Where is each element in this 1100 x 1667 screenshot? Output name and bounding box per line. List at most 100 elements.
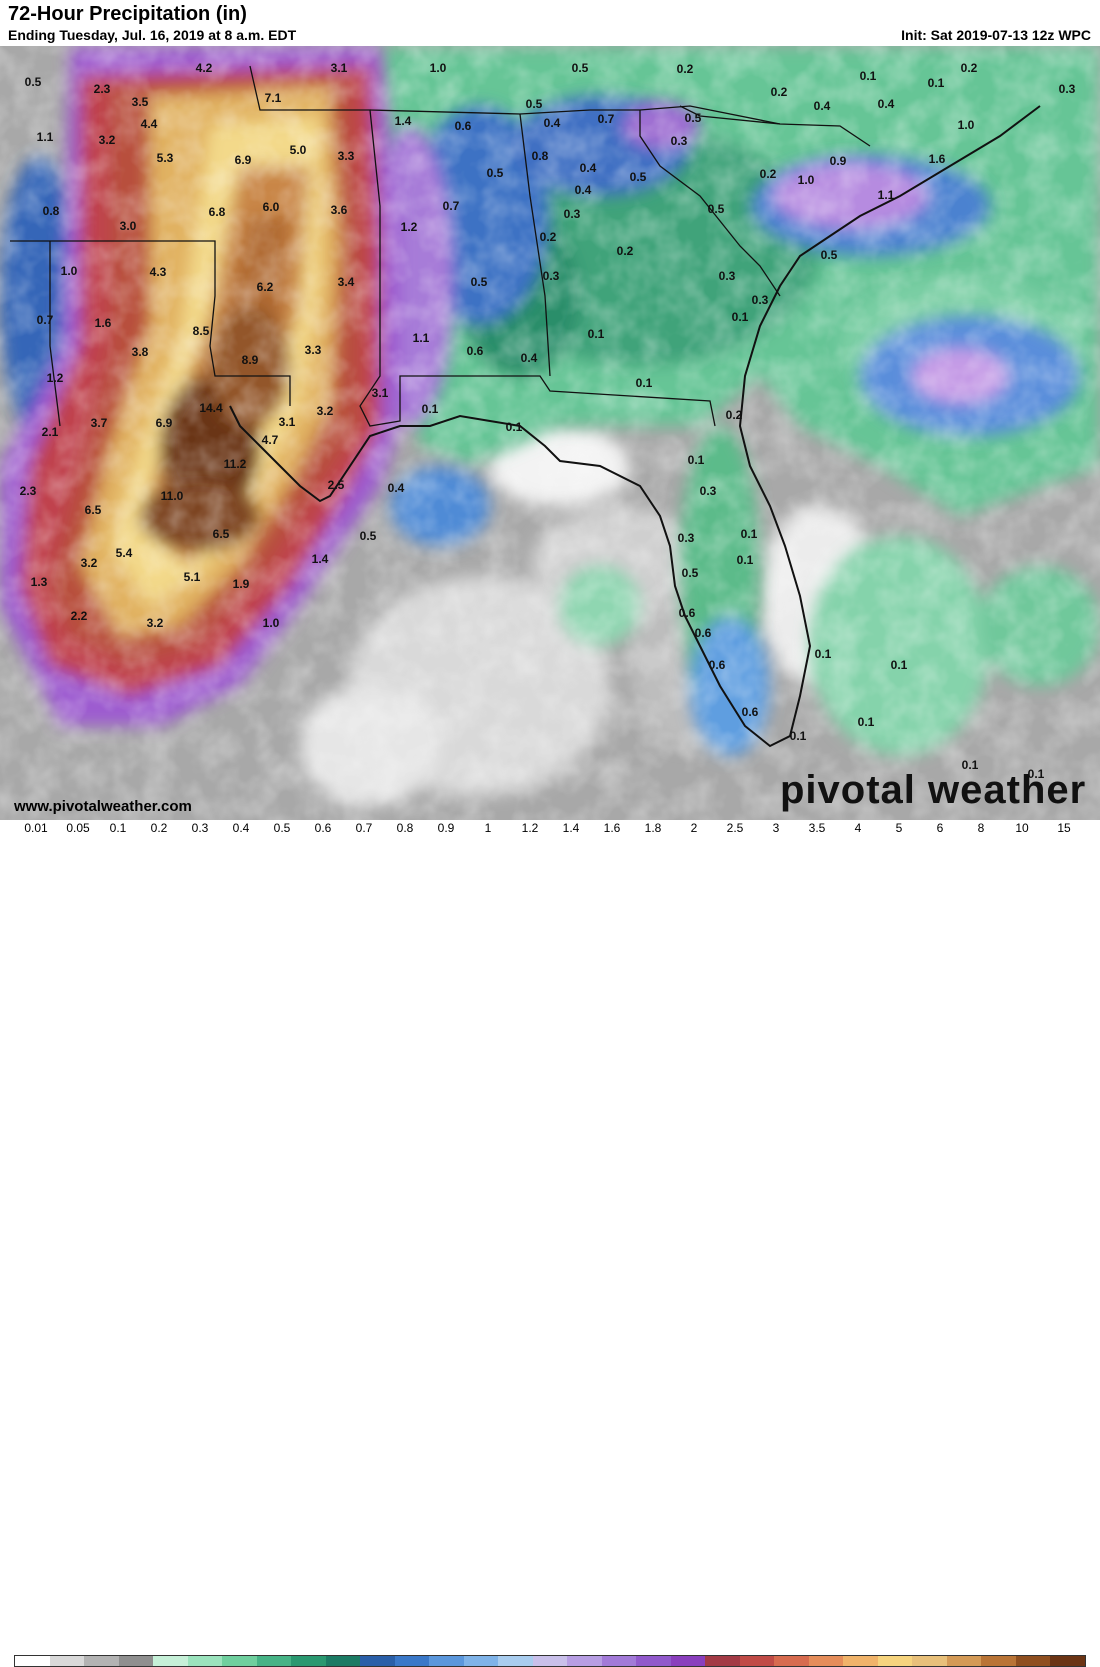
legend-tick-label: 15 bbox=[1057, 821, 1071, 835]
precip-value-label: 3.8 bbox=[132, 345, 149, 359]
precip-value-label: 0.1 bbox=[636, 376, 653, 390]
precip-value-label: 1.0 bbox=[958, 118, 975, 132]
precip-value-label: 6.9 bbox=[235, 153, 252, 167]
precip-value-label: 3.2 bbox=[99, 133, 116, 147]
precip-value-label: 0.5 bbox=[25, 75, 42, 89]
precip-value-label: 1.0 bbox=[430, 61, 447, 75]
legend-tick-label: 0.5 bbox=[273, 821, 291, 835]
legend-swatch bbox=[636, 1656, 671, 1666]
precip-value-label: 1.2 bbox=[47, 371, 64, 385]
precip-value-label: 0.1 bbox=[860, 69, 877, 83]
precip-value-label: 3.4 bbox=[338, 275, 355, 289]
legend-tick-label: 1.4 bbox=[562, 821, 580, 835]
legend-swatch bbox=[325, 1656, 361, 1666]
precip-value-label: 4.4 bbox=[141, 117, 158, 131]
precip-value-label: 2.3 bbox=[94, 82, 111, 96]
legend-swatch bbox=[429, 1656, 464, 1666]
precip-value-label: 3.1 bbox=[331, 61, 348, 75]
legend-swatch bbox=[670, 1656, 706, 1666]
precip-value-label: 8.5 bbox=[193, 324, 210, 338]
precip-value-label: 0.2 bbox=[760, 167, 777, 181]
precip-value-label: 5.1 bbox=[184, 570, 201, 584]
precip-value-label: 0.6 bbox=[679, 606, 696, 620]
legend-swatch bbox=[222, 1656, 257, 1666]
precip-value-label: 1.1 bbox=[37, 130, 54, 144]
legend-tick-label: 0.1 bbox=[109, 821, 127, 835]
precip-value-labels: 0.5 2.3 4.2 3.1 1.0 0.5 0.2 0.1 0.2 0.3 1.1 3.5 4.4 3… bbox=[20, 61, 1076, 781]
precip-value-label: 0.2 bbox=[726, 408, 743, 422]
precip-texture bbox=[0, 46, 1100, 820]
legend-tick-label: 0.2 bbox=[150, 821, 168, 835]
precip-value-label: 0.1 bbox=[588, 327, 605, 341]
precip-value-label: 0.1 bbox=[891, 658, 908, 672]
legend-swatch bbox=[877, 1656, 913, 1666]
precip-value-label: 0.4 bbox=[575, 183, 592, 197]
legend-tick-label: 1 bbox=[484, 821, 492, 835]
legend-tick-label: 1.6 bbox=[603, 821, 621, 835]
map-canvas: 0.5 2.3 4.2 3.1 1.0 0.5 0.2 0.1 0.2 0.3 1.1 3.5 4.4 3… bbox=[0, 46, 1100, 820]
precip-value-label: 0.6 bbox=[455, 119, 472, 133]
precip-value-label: 1.9 bbox=[233, 577, 250, 591]
precip-value-label: 14.4 bbox=[199, 401, 223, 415]
precip-value-label: 0.7 bbox=[37, 313, 54, 327]
legend-swatch bbox=[360, 1656, 395, 1666]
precip-value-label: 2.5 bbox=[328, 478, 345, 492]
legend-swatch bbox=[808, 1656, 844, 1666]
legend-swatch bbox=[498, 1656, 533, 1666]
precip-value-label: 0.3 bbox=[671, 134, 688, 148]
precip-value-label: 0.1 bbox=[1028, 767, 1045, 781]
legend-tick-label: 6 bbox=[936, 821, 944, 835]
precip-value-label: 0.3 bbox=[564, 207, 581, 221]
legend-tick-label: 8 bbox=[977, 821, 985, 835]
site-url[interactable]: www.pivotalweather.com bbox=[14, 798, 192, 815]
legend-swatch bbox=[1050, 1656, 1085, 1666]
precip-value-label: 3.2 bbox=[81, 556, 98, 570]
precip-value-label: 5.0 bbox=[290, 143, 307, 157]
precip-value-label: 0.4 bbox=[521, 351, 538, 365]
legend-swatch bbox=[118, 1656, 154, 1666]
precip-value-label: 1.3 bbox=[31, 575, 48, 589]
precip-value-label: 0.5 bbox=[526, 97, 543, 111]
precip-value-label: 1.0 bbox=[263, 616, 280, 630]
map-title: 72-Hour Precipitation (in) bbox=[8, 3, 247, 25]
precip-value-label: 8.9 bbox=[242, 353, 259, 367]
precip-value-label: 0.5 bbox=[572, 61, 589, 75]
legend-swatch bbox=[981, 1656, 1016, 1666]
legend-tick-label: 0.01 bbox=[24, 821, 48, 835]
precip-value-label: 0.6 bbox=[709, 658, 726, 672]
precip-value-label: 3.6 bbox=[331, 203, 348, 217]
legend-swatch bbox=[49, 1656, 85, 1666]
precip-value-label: 0.5 bbox=[708, 202, 725, 216]
precip-value-label: 6.8 bbox=[209, 205, 226, 219]
precip-value-label: 6.2 bbox=[257, 280, 274, 294]
legend-swatch bbox=[532, 1656, 568, 1666]
precip-value-label: 0.9 bbox=[830, 154, 847, 168]
precip-value-label: 1.4 bbox=[395, 114, 412, 128]
legend-swatch bbox=[705, 1656, 740, 1666]
precip-value-label: 11.0 bbox=[161, 489, 184, 503]
precip-value-label: 0.1 bbox=[858, 715, 875, 729]
precip-value-label: 0.4 bbox=[878, 97, 895, 111]
legend-tick-label: 1.2 bbox=[521, 821, 539, 835]
legend-swatch bbox=[187, 1656, 223, 1666]
precip-value-label: 0.1 bbox=[962, 758, 979, 772]
valid-time-subtitle: Ending Tuesday, Jul. 16, 2019 at 8 a.m. … bbox=[8, 27, 297, 43]
precip-value-label: 3.2 bbox=[317, 404, 334, 418]
legend-swatch bbox=[912, 1656, 947, 1666]
precip-value-label: 6.0 bbox=[263, 200, 280, 214]
precip-value-label: 0.2 bbox=[677, 62, 694, 76]
precip-value-label: 6.5 bbox=[213, 527, 230, 541]
legend-swatch bbox=[15, 1656, 50, 1666]
precip-value-label: 0.5 bbox=[360, 529, 377, 543]
precip-value-label: 4.3 bbox=[150, 265, 167, 279]
precip-value-label: 0.4 bbox=[544, 116, 561, 130]
legend-swatch bbox=[463, 1656, 499, 1666]
precip-value-label: 3.0 bbox=[120, 219, 137, 233]
precip-value-label: 0.2 bbox=[961, 61, 978, 75]
precip-value-label: 0.5 bbox=[487, 166, 504, 180]
precip-value-label: 0.6 bbox=[742, 705, 759, 719]
brand-logo: pivotal weather bbox=[780, 768, 1087, 812]
precip-value-label: 0.5 bbox=[630, 170, 647, 184]
precip-value-label: 3.3 bbox=[305, 343, 322, 357]
legend-tick-label: 0.3 bbox=[191, 821, 209, 835]
